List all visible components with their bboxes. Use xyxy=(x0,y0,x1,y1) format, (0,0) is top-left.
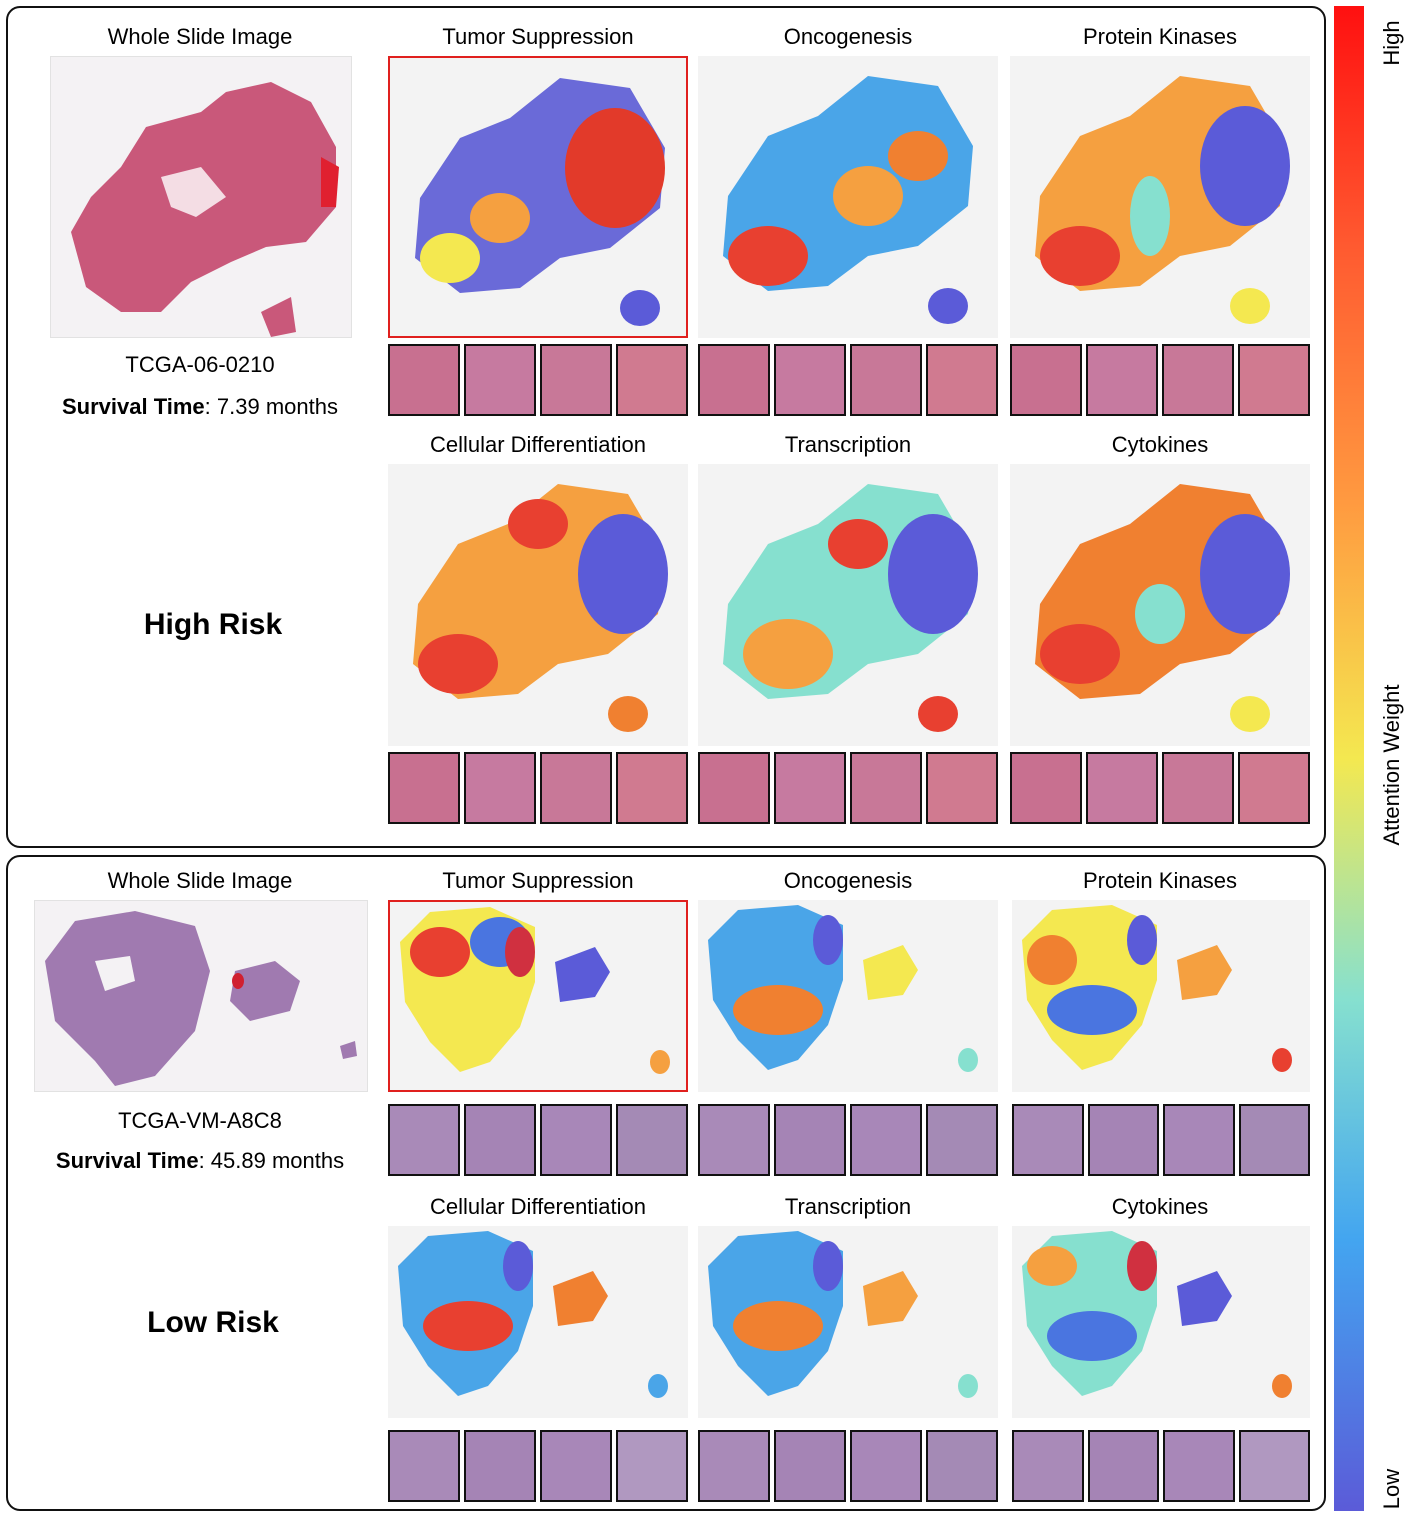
heatmap-tumor-suppression xyxy=(388,56,688,338)
patch-strip xyxy=(698,344,998,416)
heatmap-cellular-differentiation xyxy=(388,1226,688,1418)
colorbar-high-label: High xyxy=(1379,20,1404,66)
case-id: TCGA-06-0210 xyxy=(125,352,275,377)
risk-label: High Risk xyxy=(143,608,283,641)
map-title: Transcription xyxy=(784,432,912,457)
survival-time: Survival Time: 45.89 months xyxy=(55,1148,345,1173)
heatmap-protein-kinases xyxy=(1010,56,1310,338)
map-title: Protein Kinases xyxy=(1082,24,1238,49)
whole-slide-image xyxy=(50,56,352,338)
patch-strip xyxy=(388,1430,688,1502)
heatmap-oncogenesis xyxy=(698,900,998,1092)
patch-strip xyxy=(698,1104,998,1176)
heatmap-transcription xyxy=(698,464,998,746)
patch-strip xyxy=(388,344,688,416)
patch-strip xyxy=(1012,1430,1310,1502)
heatmap-tumor-suppression xyxy=(388,900,688,1092)
heatmap-cellular-differentiation xyxy=(388,464,688,746)
map-title: Cellular Differentiation xyxy=(429,1194,647,1219)
map-title: Cytokines xyxy=(1111,432,1209,457)
wsi-title: Whole Slide Image xyxy=(107,868,293,893)
heatmap-cytokines xyxy=(1010,464,1310,746)
map-title: Protein Kinases xyxy=(1082,868,1238,893)
heatmap-cytokines xyxy=(1012,1226,1310,1418)
wsi-title: Whole Slide Image xyxy=(107,24,293,49)
patch-strip xyxy=(1010,752,1310,824)
colorbar-title: Attention Weight xyxy=(1379,684,1404,846)
patch-strip xyxy=(1010,344,1310,416)
map-title: Tumor Suppression xyxy=(442,24,634,49)
map-title: Cytokines xyxy=(1111,1194,1209,1219)
map-title: Cellular Differentiation xyxy=(429,432,647,457)
low-risk-panel xyxy=(6,855,1326,1511)
whole-slide-image xyxy=(34,900,368,1092)
attention-colorbar xyxy=(1334,6,1364,1511)
risk-label: Low Risk xyxy=(147,1306,279,1339)
heatmap-protein-kinases xyxy=(1012,900,1310,1092)
map-title: Oncogenesis xyxy=(783,24,913,49)
heatmap-oncogenesis xyxy=(698,56,998,338)
survival-time: Survival Time: 7.39 months xyxy=(62,394,338,419)
patch-strip xyxy=(1012,1104,1310,1176)
patch-strip xyxy=(388,1104,688,1176)
case-id: TCGA-VM-A8C8 xyxy=(118,1108,282,1133)
map-title: Transcription xyxy=(784,1194,912,1219)
patch-strip xyxy=(698,1430,998,1502)
patch-strip xyxy=(698,752,998,824)
map-title: Tumor Suppression xyxy=(442,868,634,893)
map-title: Oncogenesis xyxy=(783,868,913,893)
colorbar-low-label: Low xyxy=(1379,1468,1404,1510)
high-risk-panel xyxy=(6,6,1326,848)
patch-strip xyxy=(388,752,688,824)
heatmap-transcription xyxy=(698,1226,998,1418)
